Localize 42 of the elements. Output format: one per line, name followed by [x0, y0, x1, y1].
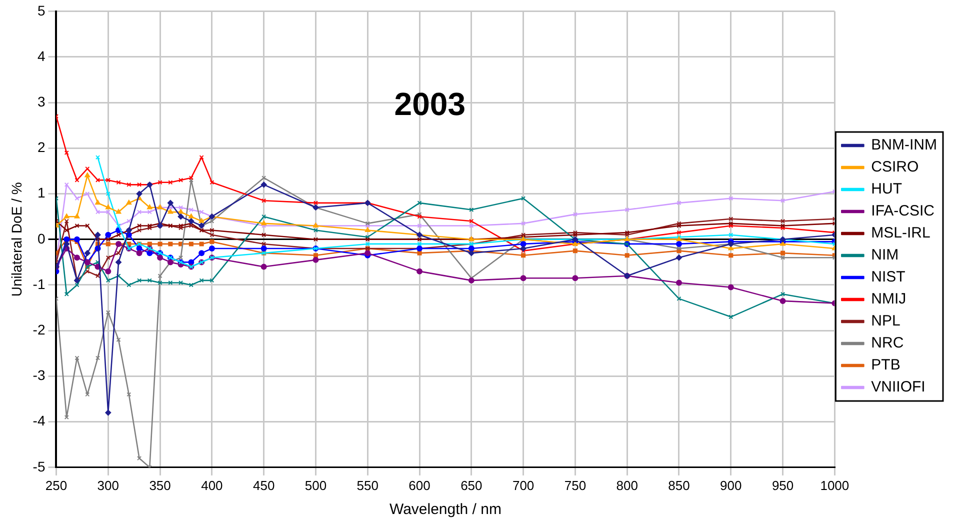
legend-label: NMIJ: [871, 290, 906, 308]
legend-label: VNIIOFI: [871, 378, 926, 396]
x-tick-label: 1000: [820, 478, 850, 493]
y-tick-label: 5: [37, 2, 46, 18]
legend-label: NRC: [871, 334, 904, 352]
x-tick-label: 400: [201, 478, 223, 493]
x-tick-label: 300: [97, 478, 119, 493]
x-tick-label: 900: [720, 478, 742, 493]
legend-label: CSIRO: [871, 158, 919, 176]
y-tick-label: 2: [37, 139, 46, 156]
legend-label: BNM-INM: [871, 136, 938, 154]
y-tick-label: -4: [32, 412, 46, 429]
y-tick-label: 1: [37, 184, 46, 201]
x-tick-label: 700: [512, 478, 534, 493]
x-tick-label: 800: [616, 478, 638, 493]
x-tick-label: 550: [356, 478, 378, 493]
x-tick-label: 350: [149, 478, 171, 493]
y-tick-label: 3: [37, 93, 46, 110]
y-tick-label: 4: [37, 48, 46, 64]
x-tick-label: 500: [304, 478, 327, 493]
legend-label: NIM: [871, 246, 899, 264]
x-tick-label: 750: [564, 478, 586, 493]
y-tick-label: -2: [32, 321, 46, 338]
legend-label: HUT: [871, 180, 902, 198]
x-tick-label: 950: [772, 478, 794, 493]
legend-label: NIST: [871, 268, 906, 286]
y-axis-title: Unilateral DoE / %: [8, 182, 24, 297]
x-tick-label: 450: [252, 478, 275, 493]
x-axis-title: Wavelength / nm: [389, 501, 502, 518]
x-tick-label: 650: [460, 478, 482, 493]
legend-label: MSL-IRL: [871, 224, 930, 242]
text: 2003: [394, 86, 466, 122]
y-tick-label: 0: [37, 230, 46, 246]
legend-label: NPL: [871, 312, 900, 330]
legend-label: PTB: [871, 356, 900, 374]
x-tick-label: 600: [408, 478, 430, 493]
y-tick-label: -5: [32, 458, 46, 474]
legend-label: IFA-CSIC: [871, 202, 935, 220]
y-tick-label: -3: [32, 367, 46, 384]
x-tick-label: 250: [45, 478, 68, 493]
y-tick-label: -1: [32, 276, 46, 292]
x-tick-label: 850: [668, 478, 690, 493]
